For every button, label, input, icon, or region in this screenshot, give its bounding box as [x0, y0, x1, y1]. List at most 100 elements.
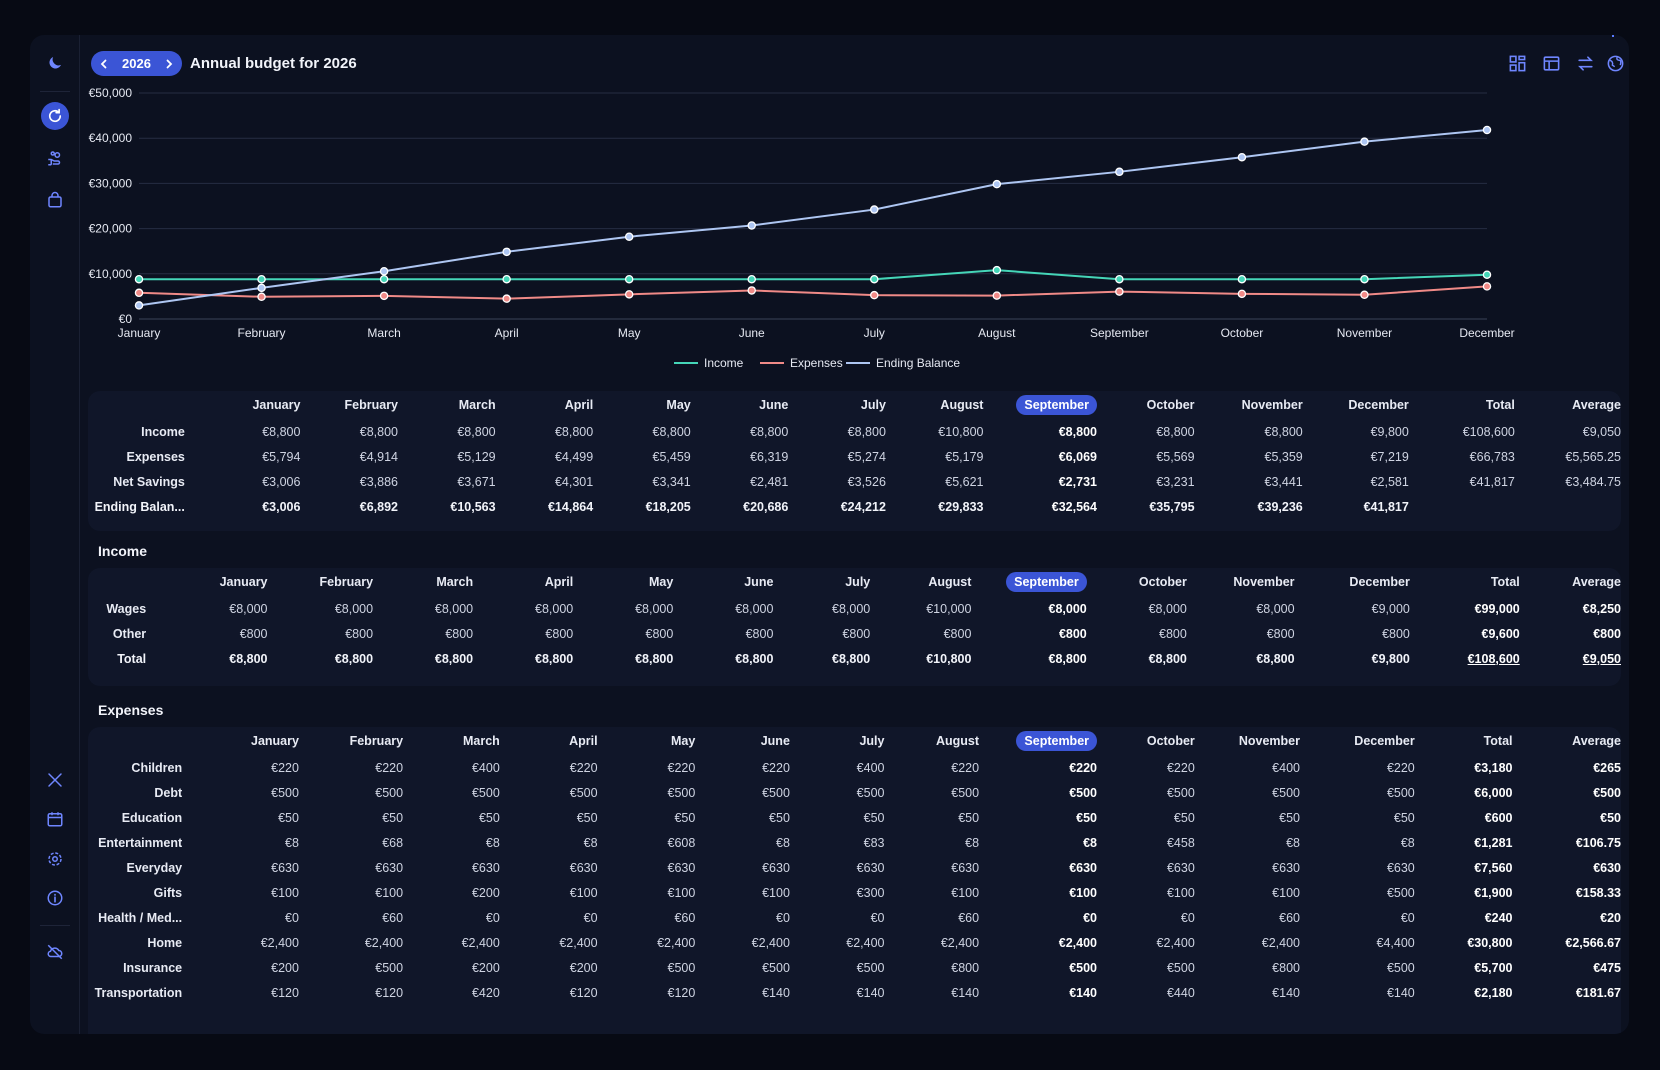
table-cell[interactable]: €3,441 — [1264, 474, 1303, 489]
table-cell[interactable]: €8 — [1083, 835, 1098, 850]
table-cell[interactable]: €800 — [1272, 960, 1300, 975]
table-cell[interactable]: €140 — [951, 985, 980, 1000]
table-cell[interactable]: €8 — [1400, 835, 1415, 850]
column-header[interactable]: Average — [1572, 734, 1621, 748]
table-cell[interactable]: €220 — [1386, 760, 1415, 775]
table-cell[interactable]: €200 — [471, 960, 500, 975]
table-cell[interactable]: €120 — [271, 985, 299, 1000]
table-cell[interactable]: €500 — [1166, 960, 1195, 975]
table-cell[interactable]: €2,180 — [1474, 985, 1513, 1000]
table-cell[interactable]: €30,800 — [1467, 935, 1513, 950]
table-cell[interactable]: €6,319 — [750, 449, 789, 464]
table-cell[interactable]: €8,000 — [1048, 601, 1087, 616]
table-cell[interactable]: €0 — [583, 910, 598, 925]
table-cell[interactable]: €100 — [1272, 885, 1300, 900]
table-cell[interactable]: €8,800 — [334, 651, 374, 666]
table-cell[interactable]: €5,274 — [847, 449, 886, 464]
table-cell[interactable]: €3,006 — [262, 474, 301, 489]
column-header[interactable]: November — [1238, 734, 1300, 748]
moon-icon[interactable] — [41, 49, 69, 77]
table-cell[interactable]: €630 — [762, 860, 790, 875]
table-cell[interactable]: €2,566.67 — [1565, 935, 1621, 950]
column-header[interactable]: February — [349, 734, 404, 748]
column-header[interactable]: January — [251, 734, 299, 748]
table-cell[interactable]: €100 — [762, 885, 790, 900]
table-cell[interactable]: €100 — [375, 885, 404, 900]
table-cell[interactable]: €5,700 — [1474, 960, 1513, 975]
table-cell[interactable]: €630 — [1593, 860, 1621, 875]
table-cell[interactable]: €3,886 — [359, 474, 399, 489]
table-cell[interactable]: €2,581 — [1370, 474, 1409, 489]
grid-icon[interactable] — [1507, 53, 1527, 73]
shopping-bag-icon[interactable] — [41, 186, 69, 214]
table-cell[interactable]: €50 — [1393, 810, 1415, 825]
table-cell[interactable]: €158.33 — [1575, 885, 1621, 900]
table-cell[interactable]: €8 — [965, 835, 980, 850]
table-cell[interactable]: €800 — [345, 626, 374, 641]
table-cell[interactable]: €1,281 — [1474, 835, 1513, 850]
table-cell[interactable]: €630 — [271, 860, 299, 875]
highlighted-month-pill[interactable]: September — [1006, 572, 1087, 592]
table-cell[interactable]: €220 — [667, 760, 696, 775]
table-cell[interactable]: €800 — [842, 626, 871, 641]
table-cell[interactable]: €120 — [667, 985, 696, 1000]
table-cell[interactable]: €800 — [943, 626, 972, 641]
table-cell[interactable]: €500 — [667, 960, 696, 975]
table-cell[interactable]: €5,569 — [1156, 449, 1195, 464]
table-cell[interactable]: €8,000 — [229, 601, 268, 616]
table-cell[interactable]: €0 — [485, 910, 500, 925]
table-cell[interactable]: €608 — [667, 835, 696, 850]
table-cell[interactable]: €630 — [1166, 860, 1195, 875]
table-cell[interactable]: €41,817 — [1363, 499, 1409, 514]
table-cell[interactable] — [1515, 494, 1621, 519]
table-cell[interactable]: €9,800 — [1371, 651, 1410, 666]
table-cell[interactable]: €8,800 — [229, 651, 268, 666]
table-cell[interactable]: €0 — [285, 910, 299, 925]
table-cell[interactable]: €8 — [285, 835, 299, 850]
table-cell[interactable]: €500 — [1386, 960, 1415, 975]
column-header[interactable]: September — [971, 568, 1087, 596]
table-cell[interactable]: €8,800 — [1058, 424, 1097, 439]
table-cell[interactable]: €500 — [1272, 785, 1300, 800]
table-cell[interactable]: €400 — [856, 760, 885, 775]
table-cell[interactable]: €50 — [674, 810, 696, 825]
table-cell[interactable]: €8,800 — [1156, 424, 1195, 439]
table-cell[interactable] — [1409, 494, 1515, 519]
table-cell[interactable]: €630 — [375, 860, 404, 875]
table-cell[interactable]: €6,892 — [359, 499, 399, 514]
table-cell[interactable]: €3,671 — [457, 474, 496, 489]
column-header[interactable]: April — [564, 398, 594, 412]
table-cell[interactable]: €8,000 — [1148, 601, 1187, 616]
table-cell[interactable]: €60 — [382, 910, 404, 925]
next-year-button[interactable] — [164, 57, 174, 71]
table-cell[interactable]: €8,800 — [635, 651, 674, 666]
table-cell[interactable]: €8,000 — [1256, 601, 1295, 616]
table-cell[interactable]: €6,000 — [1474, 785, 1513, 800]
column-header[interactable]: July — [859, 734, 885, 748]
column-header[interactable]: April — [569, 734, 598, 748]
column-header[interactable]: November — [1241, 398, 1303, 412]
table-cell[interactable]: €220 — [569, 760, 598, 775]
table-cell[interactable]: €8,800 — [1148, 651, 1187, 666]
table-cell[interactable]: €41,817 — [1469, 474, 1515, 489]
table-cell[interactable]: €35,795 — [1149, 499, 1195, 514]
table-cell[interactable]: €8,000 — [735, 601, 774, 616]
table-cell[interactable]: €100 — [569, 885, 598, 900]
table-cell[interactable]: €800 — [445, 626, 474, 641]
column-header[interactable]: September — [979, 727, 1098, 755]
table-cell[interactable]: €120 — [375, 985, 404, 1000]
table-cell[interactable]: €200 — [271, 960, 299, 975]
table-cell[interactable]: €0 — [1083, 910, 1098, 925]
column-header[interactable]: December — [1348, 398, 1409, 412]
table-cell[interactable]: €630 — [1386, 860, 1415, 875]
column-header[interactable]: June — [759, 398, 789, 412]
table-cell[interactable]: €8,000 — [334, 601, 374, 616]
table-cell[interactable]: €8,800 — [434, 651, 474, 666]
table-cell[interactable]: €2,400 — [260, 935, 299, 950]
column-header[interactable]: January — [252, 398, 301, 412]
table-cell[interactable]: €475 — [1593, 960, 1621, 975]
table-cell[interactable]: €800 — [1159, 626, 1187, 641]
table-cell[interactable]: €20 — [1600, 910, 1621, 925]
table-cell[interactable]: €240 — [1484, 910, 1513, 925]
column-header[interactable]: July — [860, 398, 886, 412]
